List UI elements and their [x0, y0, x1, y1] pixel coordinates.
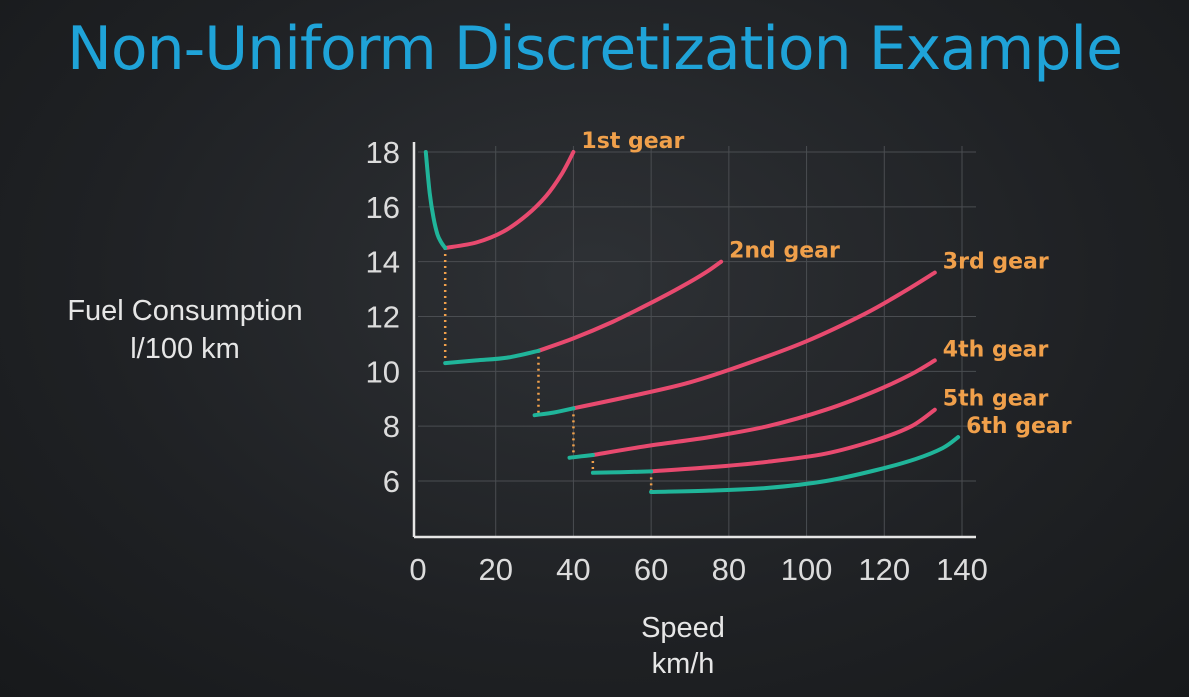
- 4th-gear-label: 4th gear: [943, 337, 1049, 362]
- gear-curves: [423, 150, 961, 494]
- x-tick-label: 0: [409, 552, 426, 587]
- y-axis-label: Fuel Consumption l/100 km: [40, 292, 330, 368]
- 2nd-gear-optimal-segment: [443, 348, 541, 366]
- 6th-gear-optimal-segment: [649, 435, 961, 494]
- x-axis-label: Speed km/h: [583, 610, 783, 682]
- gear-shift-lines: [443, 247, 653, 492]
- 6th-gear-label: 6th gear: [966, 414, 1072, 439]
- 2nd-gear-label: 2nd gear: [729, 239, 840, 264]
- y-tick-label: 10: [366, 354, 400, 389]
- chart-grid: [418, 146, 976, 537]
- 2nd-gear-curve-segment: [536, 259, 724, 353]
- 3rd-gear-curve-segment: [571, 270, 937, 411]
- y-tick-label: 18: [366, 135, 400, 170]
- 1st-gear-label: 1st gear: [581, 129, 684, 154]
- chart-axes: [412, 142, 976, 539]
- x-axis-title: Speed: [641, 612, 725, 644]
- y-axis-title: Fuel Consumption: [67, 295, 303, 327]
- y-tick-label: 6: [383, 464, 400, 499]
- x-tick-label: 60: [634, 552, 668, 587]
- y-axis-unit: l/100 km: [130, 333, 240, 365]
- 3rd-gear-optimal-segment: [532, 406, 576, 418]
- 5th-gear-curve-segment: [649, 407, 937, 474]
- 4th-gear-curve-segment: [590, 358, 937, 457]
- 4th-gear-optimal-segment: [567, 453, 595, 460]
- y-tick-label: 8: [383, 409, 400, 444]
- y-tick-label: 14: [366, 245, 400, 280]
- tick-labels: 0 20 40 60 80 100 120 140 18 16 14 12 10 8 6: [366, 135, 988, 587]
- page-title: Non-Uniform Discretization Example: [67, 14, 1123, 84]
- 1st-gear-curve-segment: [443, 150, 576, 250]
- 3rd-gear-label: 3rd gear: [943, 250, 1049, 275]
- x-tick-label: 20: [478, 552, 512, 587]
- gear-labels: 1st gear 2nd gear 3rd gear 4th gear 5th gear…: [581, 129, 1071, 439]
- 5th-gear-label: 5th gear: [943, 387, 1049, 412]
- y-tick-label: 12: [366, 300, 400, 335]
- x-tick-label: 40: [556, 552, 590, 587]
- x-axis-unit: km/h: [651, 648, 715, 680]
- 5th-gear-optimal-segment: [590, 469, 654, 475]
- 1st-gear-optimal-segment: [423, 150, 448, 250]
- x-tick-label: 100: [781, 552, 833, 587]
- x-tick-label: 140: [936, 552, 988, 587]
- y-tick-label: 16: [366, 190, 400, 225]
- x-tick-label: 120: [858, 552, 910, 587]
- x-tick-label: 80: [712, 552, 746, 587]
